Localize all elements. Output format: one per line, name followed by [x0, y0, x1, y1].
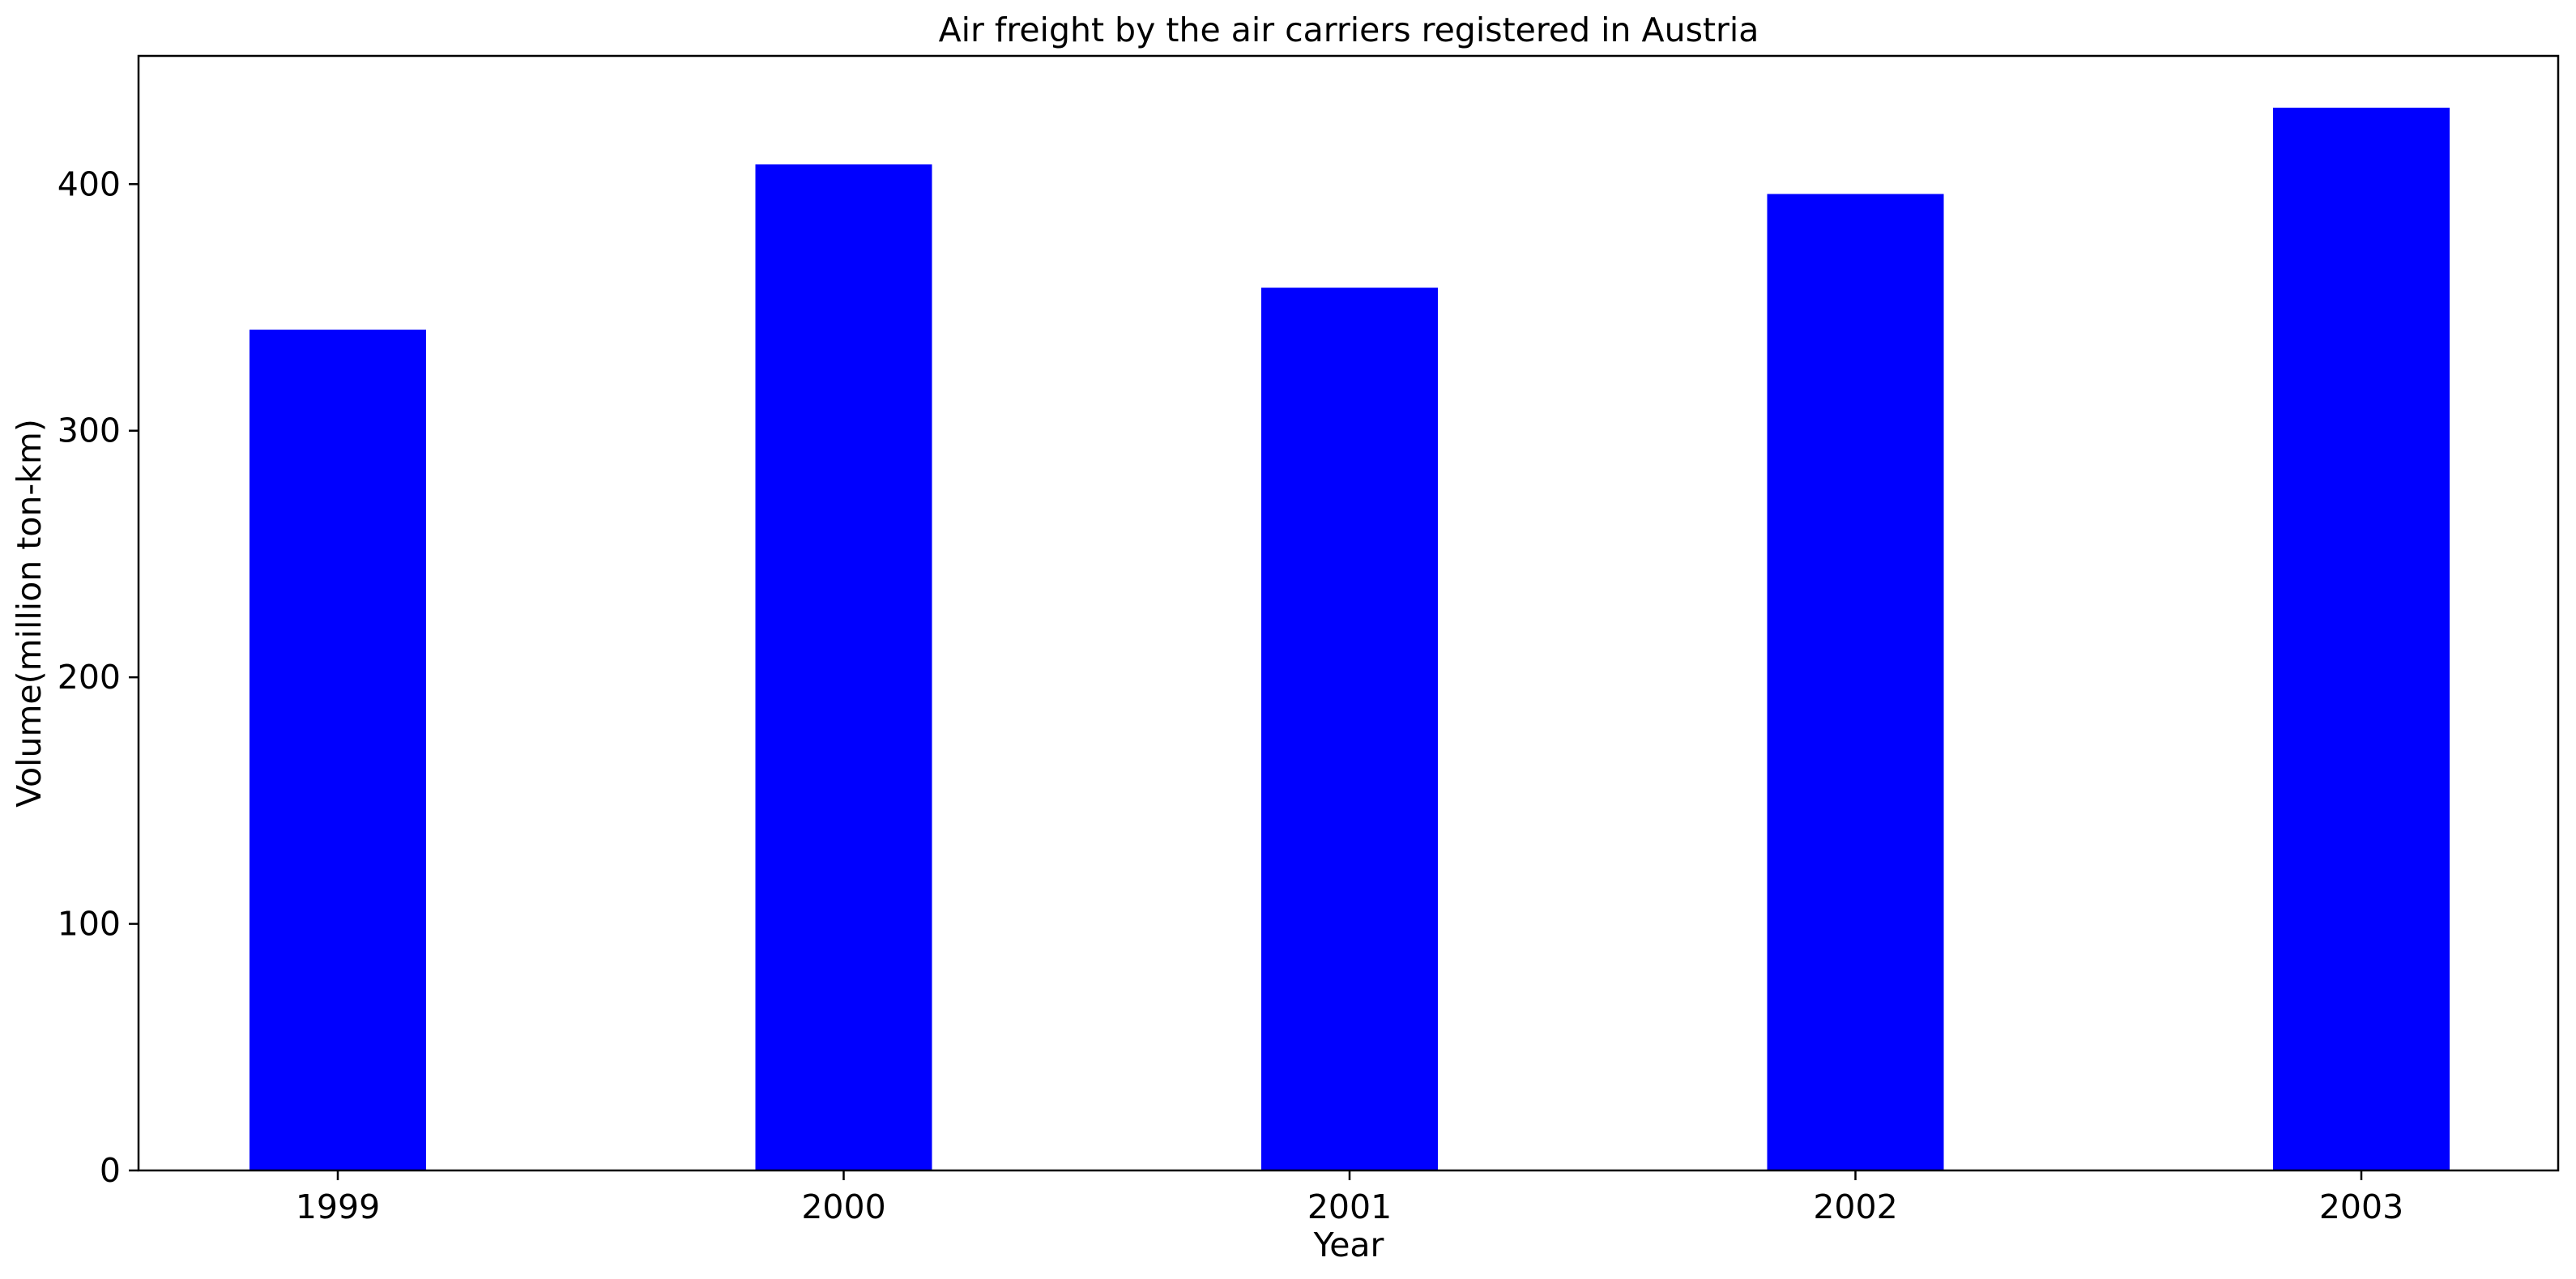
chart-title: Air freight by the air carriers register…: [939, 11, 1759, 49]
x-tick-label-2002: 2002: [1813, 1187, 1897, 1226]
x-tick-label-2001: 2001: [1307, 1187, 1392, 1226]
bar-2001: [1261, 288, 1438, 1170]
bars-group: [249, 107, 2450, 1170]
y-axis-label: Volume(million ton-km): [10, 419, 49, 808]
y-tick-label-200: 200: [58, 658, 121, 697]
y-tick-label-0: 0: [100, 1151, 121, 1190]
y-axis-ticks: 0 100 200 300 400: [58, 164, 139, 1190]
y-tick-label-400: 400: [58, 164, 121, 203]
y-tick-label-300: 300: [58, 411, 121, 450]
x-tick-label-1999: 1999: [296, 1187, 380, 1226]
bar-2003: [2273, 107, 2450, 1170]
bar-2002: [1767, 194, 1944, 1170]
bar-1999: [249, 329, 426, 1170]
x-tick-label-2003: 2003: [2319, 1187, 2403, 1226]
x-axis-ticks: 1999 2000 2001 2002 2003: [296, 1170, 2403, 1226]
x-tick-label-2000: 2000: [801, 1187, 885, 1226]
plot-area-frame: [137, 54, 2560, 1172]
bar-2000: [755, 164, 932, 1170]
x-axis-label: Year: [1313, 1226, 1384, 1264]
y-tick-label-100: 100: [58, 905, 121, 944]
